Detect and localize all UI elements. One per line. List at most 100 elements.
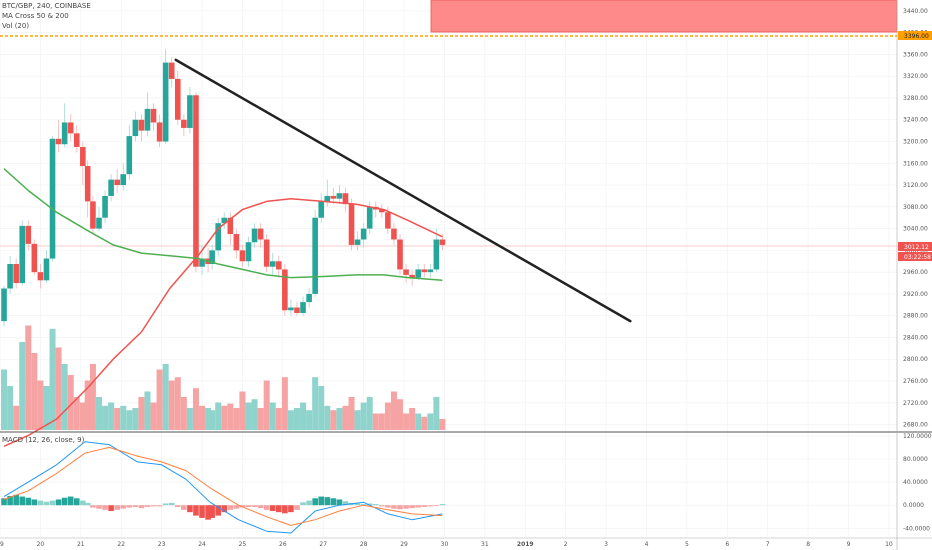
candle-body xyxy=(114,179,120,186)
macd-histogram-bar xyxy=(245,505,252,507)
candle-body xyxy=(360,228,367,240)
macd-histogram-bar xyxy=(421,505,428,507)
price-axis[interactable]: 3440.003400.003360.003320.003280.003240.… xyxy=(903,8,928,429)
macd-histogram-bar xyxy=(427,505,434,507)
ma-legend[interactable]: MA Cross 50 & 200 xyxy=(2,12,69,20)
macd-histogram-bar xyxy=(372,504,379,506)
macd-histogram-bar xyxy=(162,503,169,506)
macd-histogram-bar xyxy=(132,505,139,507)
volume-bar xyxy=(227,403,234,430)
volume-bar xyxy=(132,408,139,430)
volume-bar xyxy=(415,413,422,430)
candle-body xyxy=(13,263,19,284)
candle-body xyxy=(312,217,318,294)
volume-bar xyxy=(89,364,96,430)
candle-body xyxy=(282,269,288,311)
symbol-legend[interactable]: BTC/GBP, 240, COINBASE xyxy=(2,2,91,10)
macd-histogram-bar xyxy=(138,505,145,509)
time-tick-label: 23 xyxy=(158,541,166,548)
macd-histogram-bar xyxy=(385,505,391,508)
candle-body xyxy=(415,269,421,278)
price-zone-rectangle[interactable] xyxy=(430,0,898,33)
alert-price-label: 3396.00 xyxy=(904,33,929,40)
price-tick-label: 3160.00 xyxy=(903,160,928,167)
trendline[interactable] xyxy=(174,58,632,323)
macd-histogram-bar xyxy=(181,505,187,510)
macd-histogram-bar xyxy=(31,499,38,506)
volume-bar xyxy=(120,405,127,430)
candle-body xyxy=(391,228,397,240)
macd-histogram-bar xyxy=(49,500,56,506)
candle-body xyxy=(209,250,215,264)
price-tick-label: 2880.00 xyxy=(903,313,928,320)
candle-body xyxy=(288,307,294,311)
macd-histogram-bar xyxy=(37,500,44,506)
volume-bar xyxy=(156,369,163,430)
volume-bar xyxy=(67,375,74,430)
macd-legend[interactable]: MACD (12, 26, close, 9) xyxy=(2,436,85,444)
volume-bar xyxy=(43,386,50,430)
volume-bars xyxy=(1,325,446,430)
macd-histogram-bar xyxy=(257,505,264,509)
volume-bar xyxy=(49,328,56,430)
macd-tick-label: -40.0000 xyxy=(903,525,930,532)
time-tick-label: 25 xyxy=(239,541,247,548)
current-price-tag[interactable]: 3012.12 03:22:58 xyxy=(898,242,932,261)
time-tick-label: 7 xyxy=(766,541,770,548)
volume-bar xyxy=(275,408,282,430)
volume-bar xyxy=(293,408,300,430)
macd-histogram-bar xyxy=(7,495,13,506)
macd-histogram-bar xyxy=(379,505,385,507)
macd-histogram-bar xyxy=(275,505,282,513)
candles[interactable] xyxy=(1,48,446,327)
candle-body xyxy=(294,307,300,313)
macd-histogram-bar xyxy=(193,505,199,516)
candle-body xyxy=(174,78,181,120)
time-tick-label: 2019 xyxy=(517,541,534,548)
macd-line xyxy=(3,441,443,534)
macd-histogram-bar xyxy=(439,504,446,506)
price-tick-label: 3320.00 xyxy=(903,73,928,80)
candle-body xyxy=(397,239,403,270)
macd-histogram-bar xyxy=(433,505,440,507)
volume-bar xyxy=(263,380,270,430)
volume-bar xyxy=(84,380,91,430)
volume-bar xyxy=(348,397,355,430)
macd-axis[interactable]: 120.0000 80.0000 40.0000 0.0000 -40.0000 xyxy=(903,433,932,532)
volume-bar xyxy=(144,391,151,430)
volume-bar xyxy=(150,402,157,430)
volume-bar xyxy=(330,410,337,430)
candle-body xyxy=(73,133,80,147)
price-tick-label: 2960.00 xyxy=(903,269,928,276)
macd-histogram-bar xyxy=(263,505,270,510)
volume-bar xyxy=(269,402,276,430)
macd-tick-label: 40.0000 xyxy=(903,479,928,486)
time-tick-label: 29 xyxy=(400,541,408,548)
macd-pane xyxy=(1,441,446,534)
macd-histogram-bar xyxy=(336,499,343,506)
candle-body xyxy=(138,119,145,131)
price-tick-label: 3040.00 xyxy=(903,226,928,233)
candle-body xyxy=(1,288,7,322)
alert-price-tag[interactable]: 3396.00 xyxy=(898,31,932,40)
candle-body xyxy=(215,223,221,251)
time-axis[interactable]: 1920212223242526272829303120192345678910 xyxy=(0,541,893,548)
volume-bar xyxy=(433,397,440,430)
price-tick-label: 3280.00 xyxy=(903,95,928,102)
volume-legend[interactable]: Vol (20) xyxy=(2,22,30,30)
price-tick-label: 3120.00 xyxy=(903,182,928,189)
candle-body xyxy=(96,217,102,229)
volume-bar xyxy=(336,408,343,430)
time-tick-label: 27 xyxy=(319,541,327,548)
volume-bar xyxy=(281,377,288,430)
candle-body xyxy=(67,122,74,134)
candle-body xyxy=(55,138,62,145)
macd-histogram-bar xyxy=(73,498,80,506)
macd-tick-label: 120.0000 xyxy=(903,433,932,440)
candle-body xyxy=(90,201,96,229)
candle-body xyxy=(221,217,228,224)
candle-body xyxy=(193,95,199,267)
time-tick-label: 19 xyxy=(0,541,4,548)
candle-body xyxy=(318,201,325,218)
